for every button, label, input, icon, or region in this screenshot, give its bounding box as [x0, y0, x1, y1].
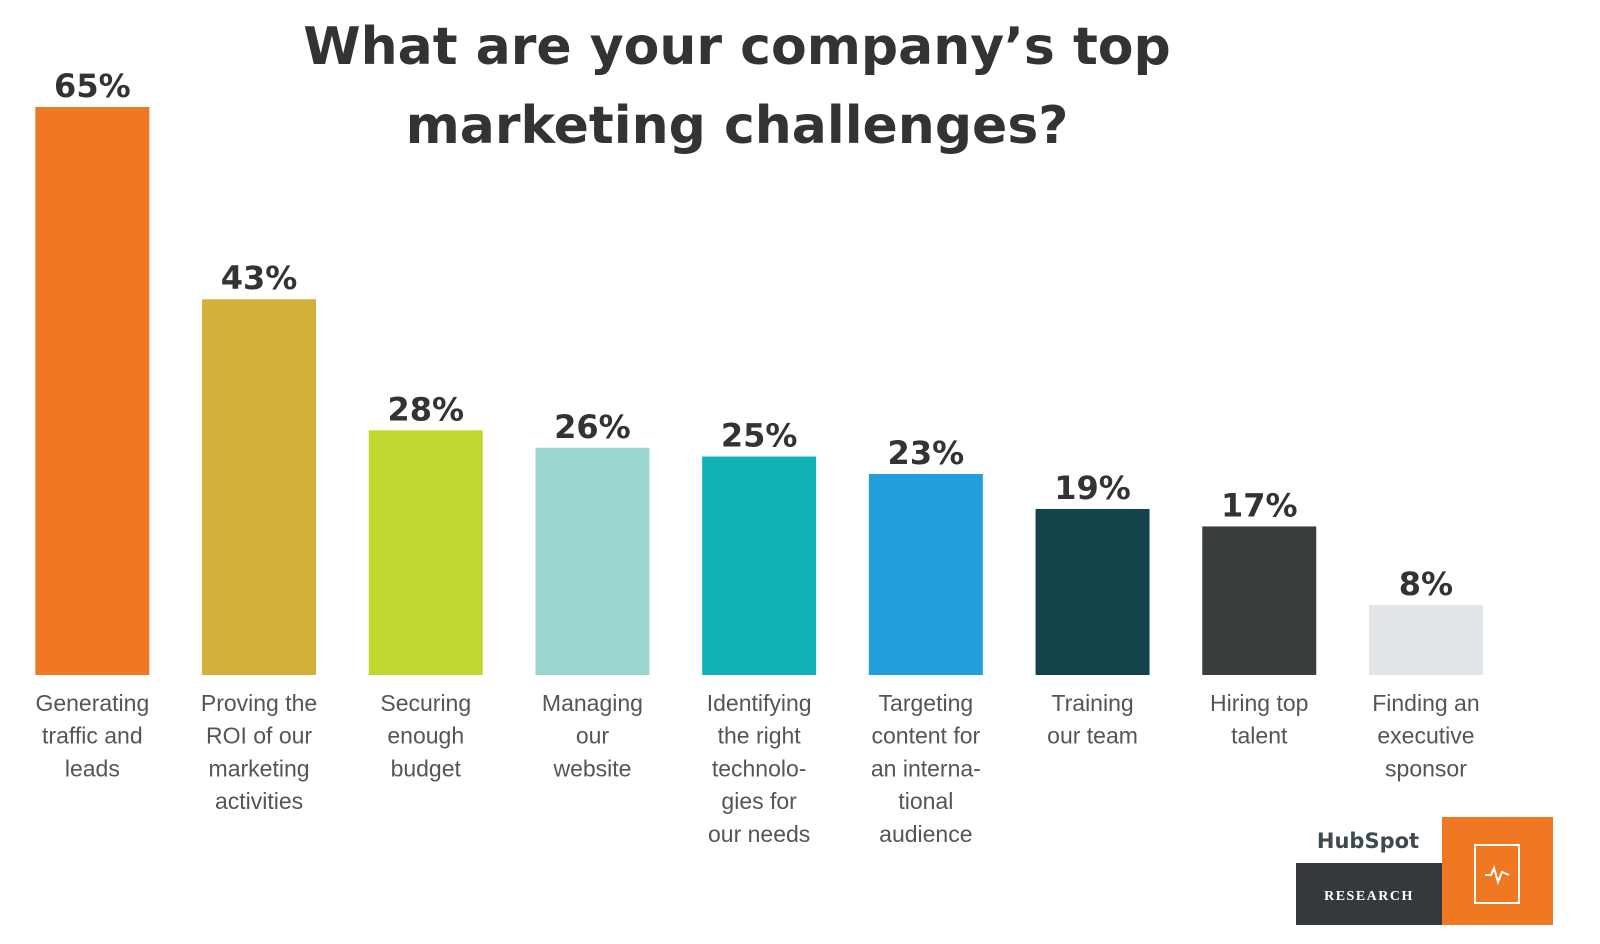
value-label: 23% [888, 434, 965, 472]
x-tick-label: Managing [542, 690, 643, 716]
x-tick-label: Finding an [1372, 690, 1479, 716]
value-label: 26% [554, 408, 631, 446]
x-tick-label: tional [898, 788, 953, 814]
x-tick-label: our needs [708, 821, 810, 847]
x-tick-label: budget [391, 755, 462, 781]
x-tick-label: leads [65, 755, 120, 781]
bar [1035, 508, 1150, 675]
x-tick-label: audience [879, 821, 972, 847]
x-tick-label: ROI of our [206, 723, 312, 749]
pulse-icon [1485, 865, 1510, 886]
x-tick-label: Identifying [707, 690, 812, 716]
x-tick-label: executive [1377, 723, 1474, 749]
icon-box [1442, 817, 1553, 925]
bar [535, 447, 650, 675]
value-label: 17% [1221, 486, 1298, 524]
bar [1202, 526, 1317, 675]
value-label: 25% [721, 417, 798, 455]
x-tick-label: marketing [209, 755, 310, 781]
bar [1368, 605, 1483, 675]
bar [868, 474, 983, 675]
value-label: 19% [1054, 469, 1131, 507]
badge: RESEARCH [1324, 889, 1414, 904]
x-tick-label: an interna- [871, 755, 981, 781]
x-tick-label: the right [718, 723, 802, 749]
x-tick-label: our team [1047, 723, 1138, 749]
bar [202, 299, 317, 675]
x-tick-label: traffic and [42, 723, 143, 749]
badge-box [1296, 863, 1442, 925]
bar [35, 107, 150, 675]
bar [368, 430, 483, 675]
x-tick-label: Generating [35, 690, 149, 716]
x-tick-label: Targeting [879, 690, 974, 716]
chart-title: What are your company’s top [303, 17, 1171, 77]
x-tick-label: sponsor [1385, 755, 1467, 781]
x-tick-label: Hiring top [1210, 690, 1308, 716]
x-tick-label: activities [215, 788, 303, 814]
x-tick-label: technolo- [712, 755, 807, 781]
x-tick-label: our [576, 723, 610, 749]
x-tick-label: Training [1051, 690, 1133, 716]
x-tick-label: Proving the [201, 690, 317, 716]
x-tick-label: content for [872, 723, 981, 749]
clipboard-icon [1474, 844, 1520, 904]
x-tick-label: gies for [721, 788, 797, 814]
value-label: 43% [221, 259, 298, 297]
x-tick-label: website [552, 755, 631, 781]
brand: HubSpot [1317, 829, 1419, 853]
x-tick-label: enough [387, 723, 464, 749]
x-tick-label: Securing [380, 690, 471, 716]
value-label: 65% [54, 67, 131, 105]
value-label: 8% [1399, 565, 1453, 603]
x-tick-label: talent [1231, 723, 1288, 749]
value-label: 28% [387, 390, 464, 428]
chart-title: marketing challenges? [406, 96, 1069, 156]
bar [702, 456, 817, 675]
